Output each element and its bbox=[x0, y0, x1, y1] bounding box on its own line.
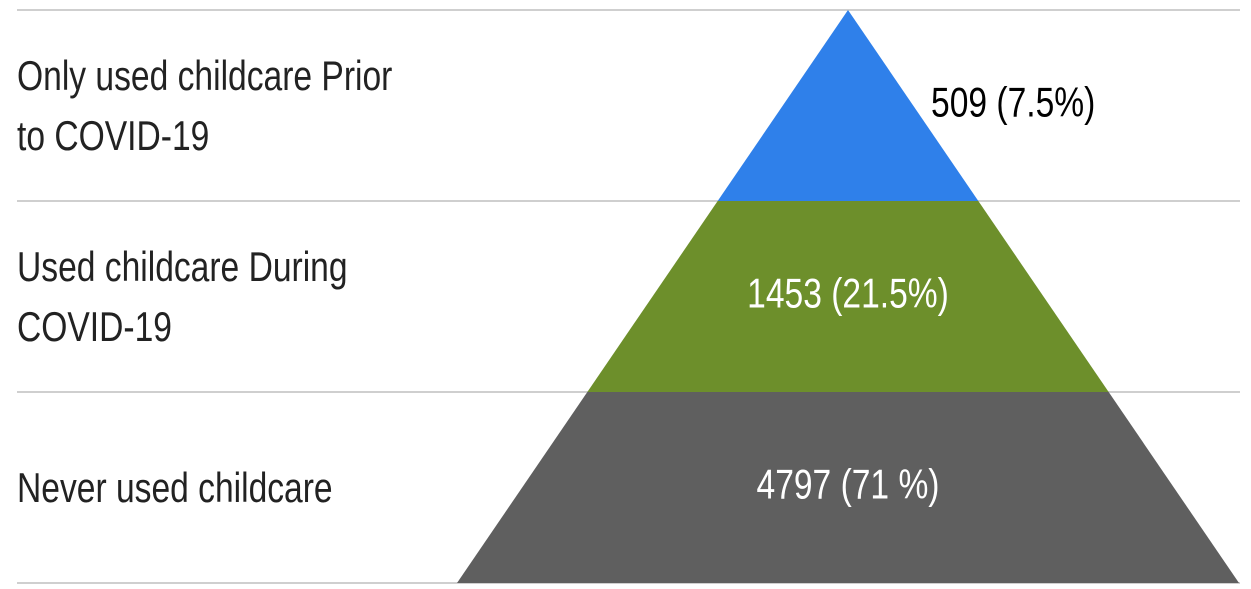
value-label: 1453 (21.5%) bbox=[747, 271, 949, 317]
category-label: Never used childcare bbox=[17, 463, 333, 511]
pyramid-segment bbox=[457, 392, 1239, 583]
value-label: 4797 (71 %) bbox=[757, 462, 940, 508]
pyramid-segment bbox=[717, 10, 979, 201]
pyramid-segment bbox=[587, 201, 1109, 392]
category-label: Used childcare During COVID-19 bbox=[17, 242, 348, 350]
category-label: Only used childcare Prior to COVID-19 bbox=[17, 51, 393, 159]
value-label: 509 (7.5%) bbox=[931, 80, 1095, 126]
